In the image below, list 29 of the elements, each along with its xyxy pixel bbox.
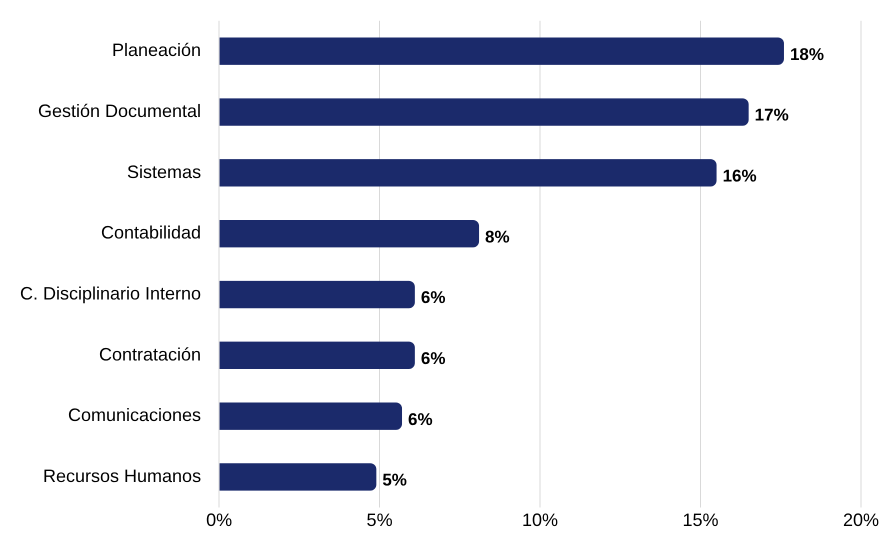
y-tick-label: Gestión Documental	[38, 101, 202, 122]
x-tick-label: 10%	[522, 510, 558, 530]
data-label: 16%	[722, 166, 757, 186]
x-tick-label: 15%	[682, 510, 719, 530]
bar	[220, 38, 784, 65]
bar	[220, 220, 480, 248]
y-tick-label: Planeación	[112, 40, 202, 60]
y-tick-label: C. Disciplinario Interno	[20, 283, 202, 304]
data-label: 17%	[754, 106, 789, 125]
bar	[220, 98, 749, 126]
data-label: 5%	[382, 470, 407, 490]
data-label: 18%	[790, 44, 824, 64]
data-label: 8%	[485, 227, 510, 246]
bar	[220, 280, 415, 308]
bar	[220, 159, 717, 187]
data-label: 6%	[408, 410, 433, 429]
y-tick-label: Recursos Humanos	[43, 466, 202, 486]
y-tick-label: Contratación	[99, 344, 202, 364]
bar	[220, 342, 415, 370]
y-tick-label: Contabilidad	[100, 222, 202, 243]
y-tick-label: Sistemas	[127, 162, 202, 182]
data-label: 6%	[420, 288, 446, 308]
y-tick-label: Comunicaciones	[68, 405, 202, 426]
data-label: 6%	[420, 349, 446, 368]
x-tick-label: 0%	[206, 510, 232, 530]
x-tick-label: 5%	[366, 510, 393, 530]
bar	[220, 402, 402, 430]
x-tick-label: 20%	[842, 510, 880, 530]
bar	[220, 463, 376, 491]
